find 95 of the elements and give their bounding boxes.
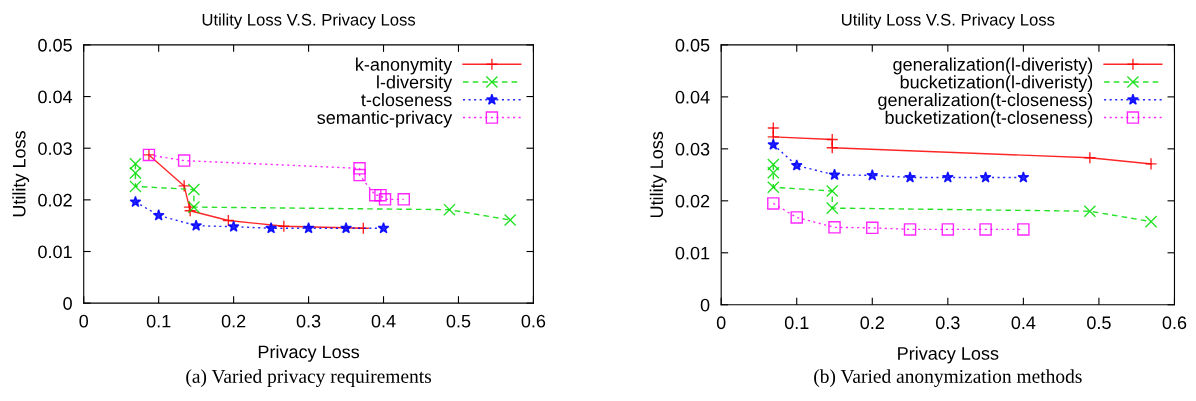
point <box>152 209 165 221</box>
point <box>187 200 201 214</box>
x-axis-title: Privacy Loss <box>258 344 360 362</box>
y-tick-label: 0 <box>63 297 72 310</box>
point <box>222 214 235 227</box>
x-tick-label: 0.5 <box>446 314 471 328</box>
point <box>503 213 517 227</box>
point <box>866 169 879 181</box>
legend-label: bucketization(t-closeness) <box>885 110 1093 128</box>
point <box>129 166 142 180</box>
y-tick-label: 0.03 <box>675 142 710 156</box>
x-tick-label: 0 <box>79 314 89 328</box>
point <box>979 171 992 183</box>
x-tick-label: 0.5 <box>1087 316 1111 330</box>
y-tick-label: 0.01 <box>38 245 72 259</box>
point <box>825 201 839 215</box>
point <box>265 222 278 234</box>
point <box>183 204 197 217</box>
point <box>340 222 353 234</box>
point <box>825 141 839 155</box>
chart-title: Utility Loss V.S. Privacy Loss <box>202 13 416 29</box>
point <box>767 138 780 150</box>
chart-title: Utility Loss V.S. Privacy Loss <box>841 13 1055 29</box>
y-tick-label: 0.03 <box>38 142 72 155</box>
point <box>129 195 142 208</box>
point <box>1017 171 1030 183</box>
point <box>1144 215 1158 228</box>
legend-label: t-closeness <box>361 93 452 107</box>
y-tick-label: 0.01 <box>675 246 710 260</box>
point <box>357 222 370 235</box>
y-tick-label: 0.04 <box>675 90 710 104</box>
point <box>129 157 142 170</box>
y-tick-label: 0.02 <box>38 193 72 207</box>
point <box>353 168 366 182</box>
y-tick-label: 0.05 <box>38 38 72 52</box>
point <box>1083 151 1097 164</box>
point <box>374 188 387 202</box>
point <box>277 219 291 233</box>
point <box>443 203 456 216</box>
point <box>397 193 411 206</box>
point <box>904 171 917 183</box>
point <box>1083 204 1097 218</box>
point <box>129 180 142 193</box>
x-tick-label: 0.6 <box>521 314 546 328</box>
point <box>1017 223 1030 236</box>
x-tick-label: 0.3 <box>935 316 960 330</box>
x-tick-label: 0 <box>716 316 726 330</box>
legend-label: l-diversity <box>377 75 453 93</box>
point <box>790 159 803 171</box>
point <box>369 188 382 202</box>
legend-label: k-anonymity <box>356 57 453 75</box>
x-tick-label: 0.1 <box>146 314 171 328</box>
point <box>828 221 841 234</box>
legend-label: bucketization(l-diveristy) <box>900 75 1093 93</box>
point <box>866 221 879 235</box>
point <box>790 211 803 224</box>
point <box>353 162 366 175</box>
y-tick-label: 0.02 <box>675 194 710 208</box>
legend-label: generalization(t-closeness) <box>878 93 1093 110</box>
x-tick-label: 0.4 <box>371 314 396 328</box>
point <box>767 197 780 210</box>
point <box>177 154 191 167</box>
x-axis-title: Privacy Loss <box>898 346 999 364</box>
point <box>903 223 917 236</box>
point <box>177 179 191 193</box>
point <box>1144 157 1158 171</box>
point <box>767 166 780 180</box>
x-tick-label: 0.6 <box>1162 316 1187 330</box>
point <box>190 219 203 231</box>
point <box>828 168 841 181</box>
point <box>227 220 240 232</box>
text: (b) Varied anonymization methods <box>814 369 1082 387</box>
x-tick-label: 0.4 <box>1011 316 1036 330</box>
point <box>825 184 839 198</box>
x-tick-label: 0.2 <box>221 314 246 328</box>
point <box>377 222 390 234</box>
legend-label: generalization(l-diveristy) <box>893 57 1093 75</box>
point <box>767 158 780 171</box>
y-axis-title: Utility Loss <box>649 131 667 218</box>
y-tick-label: 0.04 <box>38 90 73 104</box>
y-tick-label: 0 <box>700 298 710 312</box>
x-tick-label: 0.2 <box>860 316 884 330</box>
point <box>767 181 780 194</box>
y-axis-title: Utility Loss <box>12 131 30 217</box>
point <box>979 223 992 236</box>
x-tick-label: 0.3 <box>296 314 321 328</box>
y-tick-label: 0.05 <box>675 38 710 52</box>
point <box>187 183 201 196</box>
point <box>302 222 315 234</box>
point <box>941 223 955 236</box>
point <box>941 171 954 183</box>
text: (a) Varied privacy requirements <box>186 369 432 387</box>
x-tick-label: 0.1 <box>784 316 809 330</box>
legend-label: semantic-privacy <box>317 110 453 128</box>
point <box>378 193 392 206</box>
